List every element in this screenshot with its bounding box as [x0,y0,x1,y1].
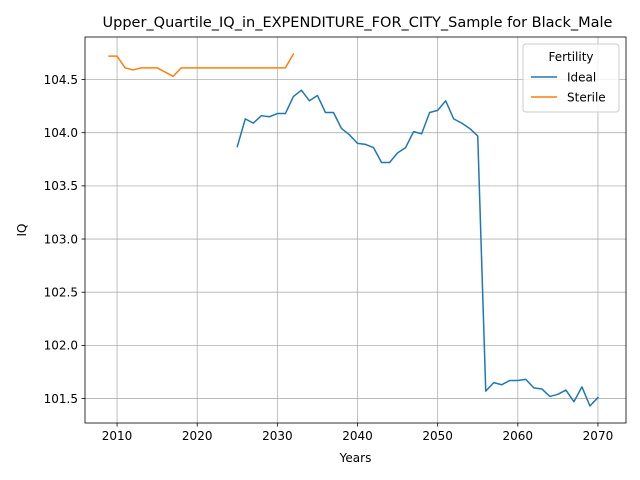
x-tick-label: 2060 [503,429,534,443]
y-tick-label: 103.0 [44,232,78,246]
y-tick-label: 104.0 [44,126,78,140]
series-line-sterile [108,52,295,78]
legend-label-ideal: Ideal [567,70,596,84]
legend-title: Fertility [548,50,593,64]
y-tick-label: 101.5 [44,392,78,406]
x-tick-label: 2040 [342,429,373,443]
legend: Fertility Ideal Sterile [522,43,620,113]
axis-ticks: 2010 2020 2030 2040 2050 2060 2070 101.5 102.0 10… [44,73,614,443]
y-tick-label: 104.5 [44,73,78,87]
x-tick-label: 2070 [583,429,614,443]
x-tick-label: 2030 [262,429,293,443]
axes-frame [84,36,627,424]
chart-title: Upper_Quartile_IQ_in_EXPENDITURE_FOR_CIT… [103,15,613,31]
y-tick-label: 103.5 [44,179,78,193]
series-line-ideal [236,89,600,407]
x-tick-label: 2020 [182,429,213,443]
y-tick-label: 102.0 [44,339,78,353]
series-lines [108,52,600,407]
y-tick-label: 102.5 [44,286,78,300]
legend-box [522,43,620,113]
legend-label-sterile: Sterile [567,90,606,104]
x-tick-label: 2010 [102,429,133,443]
y-axis-label: IQ [15,224,29,237]
x-axis-label: Years [339,451,372,465]
x-tick-label: 2050 [422,429,453,443]
